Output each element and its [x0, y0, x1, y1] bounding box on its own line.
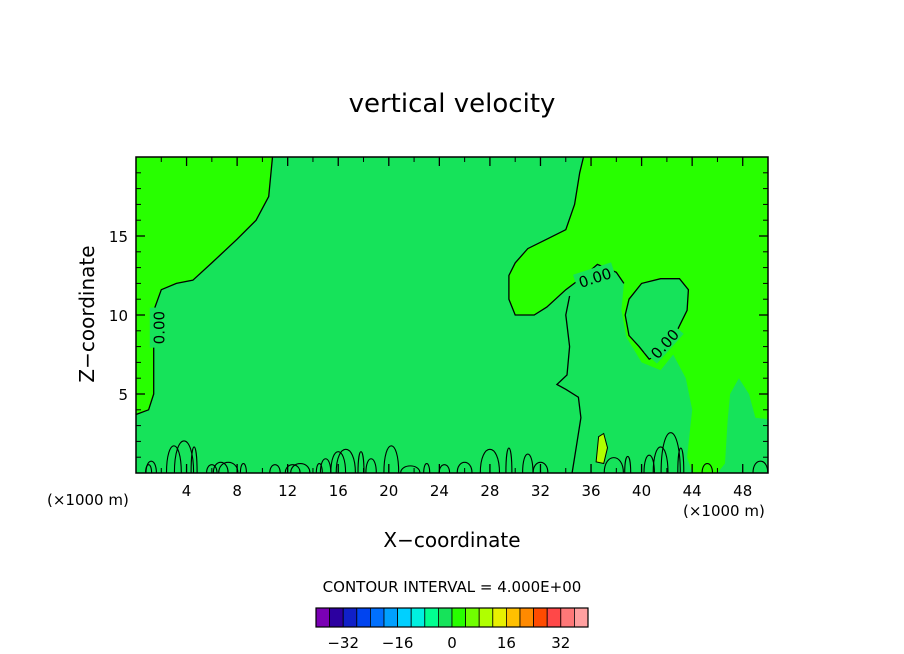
- colorbar-swatch: [465, 607, 480, 628]
- x-tick-label: 24: [430, 482, 449, 500]
- contour-surface-bump: [456, 461, 473, 474]
- contour-surface-bump: [212, 461, 229, 474]
- x-tick-label: 40: [632, 482, 651, 500]
- colorbar-tick-label: −16: [382, 634, 414, 652]
- contour-surface-bump: [206, 464, 218, 474]
- y-axis-label: Z−coordinate: [75, 245, 99, 382]
- x-tick-label: 28: [480, 482, 499, 500]
- field-positive-upper-left: [136, 157, 273, 415]
- colorbar-swatch: [519, 607, 535, 628]
- colorbar-swatch: [356, 607, 371, 628]
- contour-surface-bump: [290, 463, 311, 474]
- contour-label-bg: [573, 262, 617, 291]
- contour-surface-bump: [357, 451, 365, 474]
- contour-surface-bump: [269, 464, 281, 474]
- x-tick-label: 44: [683, 482, 702, 500]
- x-unit-left: (×1000 m): [47, 491, 129, 509]
- contour-surface-bump: [652, 446, 669, 474]
- x-tick-label: 32: [531, 482, 550, 500]
- y-tick-label: 10: [109, 307, 128, 325]
- colorbar-swatch: [533, 607, 548, 628]
- colorbar-swatch: [342, 607, 358, 628]
- colorbar-swatch: [546, 607, 562, 628]
- colorbar-swatch: [451, 607, 467, 628]
- x-tick-label: 16: [329, 482, 348, 500]
- contour-surface-bump: [400, 465, 421, 474]
- contour-surface-bump: [190, 446, 198, 474]
- x-tick-label: 20: [379, 482, 398, 500]
- colorbar-swatch: [492, 607, 507, 628]
- colorbar-swatch: [383, 607, 399, 628]
- contour-surface-bump: [505, 447, 513, 474]
- contour-surface-bump: [603, 457, 624, 474]
- colorbar-swatch: [574, 607, 589, 628]
- contour-line-upper-left: [135, 156, 274, 416]
- contour-surface-bump: [239, 462, 247, 474]
- colorbar-swatch: [560, 607, 575, 628]
- contour-surface-bump: [479, 448, 501, 474]
- contour-surface-bump: [145, 460, 157, 474]
- colorbar-frame: [315, 607, 589, 628]
- y-axis-ticks: 5 10 15: [109, 172, 768, 458]
- contour-surface-bump: [173, 440, 195, 474]
- contour-surface-bump: [423, 462, 431, 474]
- x-tick-label: 12: [278, 482, 297, 500]
- colorbar-swatch: [410, 607, 426, 628]
- colorbar-swatch: [424, 607, 439, 628]
- contour-surface-bump: [532, 461, 549, 474]
- contour-label: 0.00: [151, 311, 169, 344]
- x-tick-label: 4: [182, 482, 192, 500]
- contour-surface-bump: [643, 454, 655, 474]
- zero-contour-lines: [135, 156, 769, 474]
- contour-surface-bump: [335, 448, 356, 474]
- colorbar-tick-label: 32: [551, 634, 570, 652]
- contour-surface-bump: [677, 447, 685, 474]
- x-tick-label: 36: [581, 482, 600, 500]
- contour-surface-bump: [660, 432, 681, 474]
- colorbar-swatch: [329, 607, 344, 628]
- colorbar-tick-label: −32: [327, 634, 359, 652]
- contour-label-bg: [149, 307, 167, 348]
- colorbar-swatch: [369, 607, 385, 628]
- colorbar-tick-label: 16: [497, 634, 516, 652]
- colorbar-swatch: [505, 607, 521, 628]
- colorbar-tick-label: 0: [447, 634, 457, 652]
- x-axis-label: X−coordinate: [383, 528, 520, 552]
- contour-strong-positive-patch: [595, 432, 609, 465]
- contour-surface-bump: [522, 453, 534, 474]
- y-tick-label: 15: [109, 228, 128, 246]
- x-unit-right: (×1000 m): [683, 502, 765, 520]
- contour-surface-bump: [624, 455, 632, 474]
- contour-surface-bump: [165, 445, 182, 474]
- contour-surface-bump: [365, 458, 377, 474]
- contour-surface-bump: [383, 445, 400, 474]
- y-tick-label: 5: [118, 386, 128, 404]
- contour-surface-bump: [315, 462, 323, 474]
- colorbar-ticks: −32 −16 0 16 32: [327, 634, 570, 652]
- contour-line-lower-right: [555, 295, 582, 474]
- x-axis-ticks: 4 8 12 16 20 24 28 32 36 40 44 48: [160, 157, 752, 500]
- colorbar-swatch: [315, 607, 331, 628]
- colorbar-swatch: [397, 607, 412, 628]
- colorbar: [315, 607, 589, 628]
- x-tick-label: 8: [232, 482, 242, 500]
- contour-surface-bump: [284, 464, 301, 474]
- colorbar-swatch: [437, 607, 453, 628]
- colorbar-swatch: [478, 607, 494, 628]
- contour-interval-text: CONTOUR INTERVAL = 4.000E+00: [323, 578, 582, 596]
- x-tick-label: 48: [733, 482, 752, 500]
- chart-title: vertical velocity: [349, 89, 556, 119]
- contour-surface-bump: [330, 451, 347, 474]
- contour-label-bg: [644, 322, 684, 364]
- contour-surface-bump: [701, 463, 714, 474]
